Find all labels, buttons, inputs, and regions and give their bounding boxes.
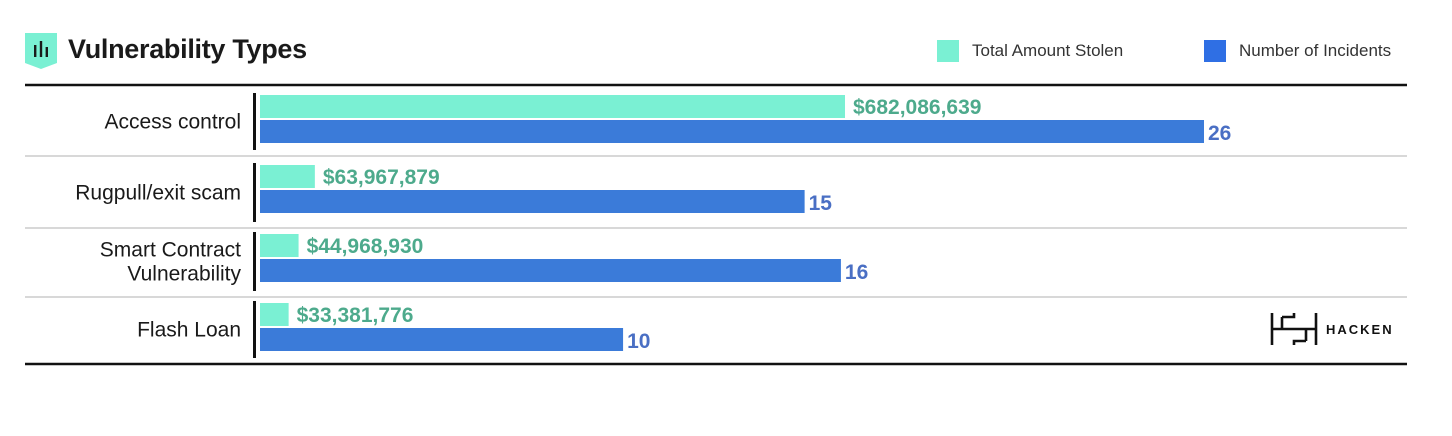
hacken-logo-text: HACKEN bbox=[1326, 321, 1394, 337]
category-axis-tick bbox=[253, 301, 256, 358]
category-label: Smart Contract bbox=[100, 239, 241, 262]
bar-incident-count bbox=[260, 190, 805, 213]
category-axis-tick bbox=[253, 232, 256, 291]
hacken-logo-icon bbox=[1270, 313, 1318, 345]
legend-label-count: Number of Incidents bbox=[1239, 41, 1392, 60]
data-label-amount: $63,967,879 bbox=[323, 166, 440, 189]
data-label-count: 16 bbox=[845, 261, 868, 284]
data-label-count: 26 bbox=[1208, 122, 1231, 145]
category-label: Flash Loan bbox=[137, 319, 241, 342]
hacken-logo: HACKEN bbox=[1270, 313, 1394, 345]
bar-amount-stolen bbox=[260, 165, 315, 188]
bar-amount-stolen bbox=[260, 95, 845, 118]
legend-item-count: Number of Incidents bbox=[1204, 40, 1391, 62]
data-label-amount: $44,968,930 bbox=[307, 235, 424, 258]
category-axis-tick bbox=[253, 93, 256, 150]
bar-incident-count bbox=[260, 328, 624, 351]
data-label-count: 15 bbox=[809, 192, 833, 215]
bar-amount-stolen bbox=[260, 303, 289, 326]
data-label-amount: $682,086,639 bbox=[853, 96, 981, 119]
category-label: Vulnerability bbox=[127, 263, 241, 286]
chart-title: Vulnerability Types bbox=[68, 34, 307, 64]
bar-incident-count bbox=[260, 120, 1204, 143]
legend-swatch-amount bbox=[937, 40, 959, 62]
legend-swatch-count bbox=[1204, 40, 1226, 62]
category-label: Access control bbox=[104, 111, 241, 134]
bar-amount-stolen bbox=[260, 234, 299, 257]
bar-chart-icon bbox=[25, 33, 57, 69]
category-label: Rugpull/exit scam bbox=[75, 182, 241, 205]
data-label-count: 10 bbox=[627, 330, 650, 353]
legend-label-amount: Total Amount Stolen bbox=[972, 41, 1124, 60]
legend-item-amount: Total Amount Stolen bbox=[937, 40, 1123, 62]
bar-incident-count bbox=[260, 259, 841, 282]
data-label-amount: $33,381,776 bbox=[297, 304, 414, 327]
category-axis-tick bbox=[253, 163, 256, 222]
